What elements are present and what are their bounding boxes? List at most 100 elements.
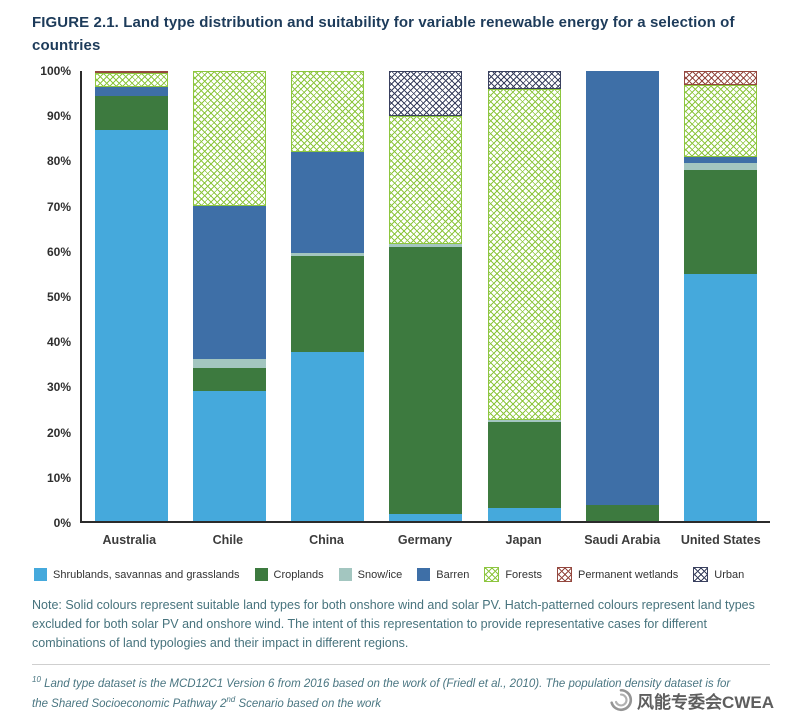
segment-snow-ice <box>291 253 365 256</box>
legend-item-snow-ice: Snow/ice <box>338 568 403 581</box>
legend-swatch-croplands <box>254 568 268 581</box>
bar-stack <box>291 71 365 521</box>
x-axis-label: Saudi Arabia <box>584 533 661 547</box>
legend-item-barren: Barren <box>417 568 469 581</box>
y-tick-label: 10% <box>46 470 71 485</box>
segment-forests <box>684 84 758 157</box>
footnote-part2: Scenario based on the work <box>235 697 382 710</box>
bar-stack <box>389 71 463 521</box>
footnote-marker: 10 <box>32 675 41 685</box>
y-tick-label: 20% <box>46 425 71 440</box>
bar-australia <box>82 71 180 521</box>
stacked-bar-chart: 0% 10% 20% 30% 40% 50% 60% 70% 80% 90% 100% <box>32 64 770 530</box>
bar-saudi-arabia <box>573 71 671 521</box>
legend-label: Forests <box>505 568 543 581</box>
segment-croplands <box>586 505 660 521</box>
segment-croplands <box>487 422 561 508</box>
legend-swatch-snow-ice <box>338 568 352 581</box>
watermark-text: 风能专委会CWEA <box>637 692 774 712</box>
figure-title: FIGURE 2.1. Land type distribution and s… <box>32 14 735 54</box>
segment-forests <box>487 89 561 420</box>
segment-permanent-wetlands <box>684 71 758 85</box>
segment-snow-ice <box>389 244 463 247</box>
segment-snow-ice <box>487 419 561 422</box>
segment-permanent-wetlands <box>94 71 168 74</box>
bar-stack <box>94 71 168 521</box>
segment-barren <box>94 86 168 96</box>
y-tick-label: 100% <box>40 64 71 78</box>
legend-item-permanent-wetlands: Permanent wetlands <box>557 567 678 582</box>
legend-swatch-shrublands <box>34 568 47 581</box>
x-axis-label: Japan <box>505 533 542 547</box>
segment-croplands <box>389 246 463 515</box>
x-axis-labels: Australia Chile China Germany Japan Saudi Ara… <box>80 523 770 547</box>
legend-item-croplands: Croplands <box>254 568 324 581</box>
legend-swatch-forests <box>484 567 500 582</box>
segment-forests <box>192 71 266 206</box>
bar-stack <box>487 71 561 521</box>
segment-croplands <box>684 170 758 274</box>
segment-shrublands <box>684 273 758 521</box>
bar-stack <box>192 71 266 521</box>
segment-croplands <box>94 95 168 130</box>
segment-forests <box>389 116 463 245</box>
bar-united-states <box>672 71 770 521</box>
y-tick-label: 0% <box>53 516 71 530</box>
segment-barren <box>684 156 758 164</box>
bar-germany <box>377 71 475 521</box>
y-axis: 0% 10% 20% 30% 40% 50% 60% 70% 80% 90% 100% <box>32 64 80 530</box>
segment-barren <box>192 206 266 359</box>
legend-label: Shrublands, savannas and grasslands <box>53 568 240 581</box>
x-axis-label: Germany <box>397 533 453 547</box>
bar-chile <box>180 71 278 521</box>
footnote-text: 10 Land type dataset is the MCD12C1 Vers… <box>32 674 770 713</box>
bar-stack <box>684 71 758 521</box>
bars <box>82 71 770 521</box>
segment-forests <box>94 73 168 87</box>
segment-forests <box>291 71 365 152</box>
legend-label: Croplands <box>273 568 324 581</box>
segment-urban <box>487 71 561 89</box>
segment-barren <box>586 71 660 506</box>
legend-label: Permanent wetlands <box>578 568 679 581</box>
segment-urban <box>389 71 463 116</box>
segment-snow-ice <box>684 163 758 170</box>
segment-shrublands <box>192 390 266 521</box>
legend-label: Snow/ice <box>357 568 403 581</box>
bar-china <box>279 71 377 521</box>
segment-barren <box>291 152 365 254</box>
legend-item-shrublands: Shrublands, savannas and grasslands <box>34 568 240 581</box>
cwea-logo-icon <box>608 687 634 713</box>
segment-snow-ice <box>192 359 266 368</box>
y-tick-label: 80% <box>46 154 71 169</box>
watermark: 风能专委会CWEA <box>608 687 774 713</box>
bar-stack <box>586 71 660 521</box>
x-axis-label: China <box>309 533 344 547</box>
x-axis-label: Australia <box>102 533 157 547</box>
legend-item-forests: Forests <box>484 567 542 582</box>
plot-area <box>80 71 770 523</box>
y-tick-label: 90% <box>46 109 71 124</box>
segment-shrublands <box>487 507 561 521</box>
x-axis-label: United States <box>680 533 761 547</box>
legend: Shrublands, savannas and grasslands Cropl… <box>34 567 770 582</box>
x-axis-label: Chile <box>212 533 244 547</box>
segment-shrublands <box>389 514 463 521</box>
footnote-part1: Land type dataset is the MCD12C1 Version… <box>32 678 731 710</box>
segment-croplands <box>192 368 266 391</box>
segment-shrublands <box>94 129 168 521</box>
y-tick-label: 60% <box>46 244 71 259</box>
y-tick-label: 50% <box>46 290 71 304</box>
note-text: Note: Solid colours represent suitable l… <box>32 598 755 650</box>
segment-shrublands <box>291 352 365 521</box>
segment-croplands <box>291 255 365 353</box>
bar-japan <box>475 71 573 521</box>
legend-swatch-permanent-wetlands <box>557 567 573 582</box>
divider <box>32 664 770 666</box>
legend-swatch-urban <box>693 567 709 582</box>
y-tick-label: 30% <box>46 380 71 395</box>
legend-label: Urban <box>714 568 745 581</box>
footnote-sup: nd <box>226 694 236 704</box>
y-tick-label: 70% <box>46 199 71 214</box>
